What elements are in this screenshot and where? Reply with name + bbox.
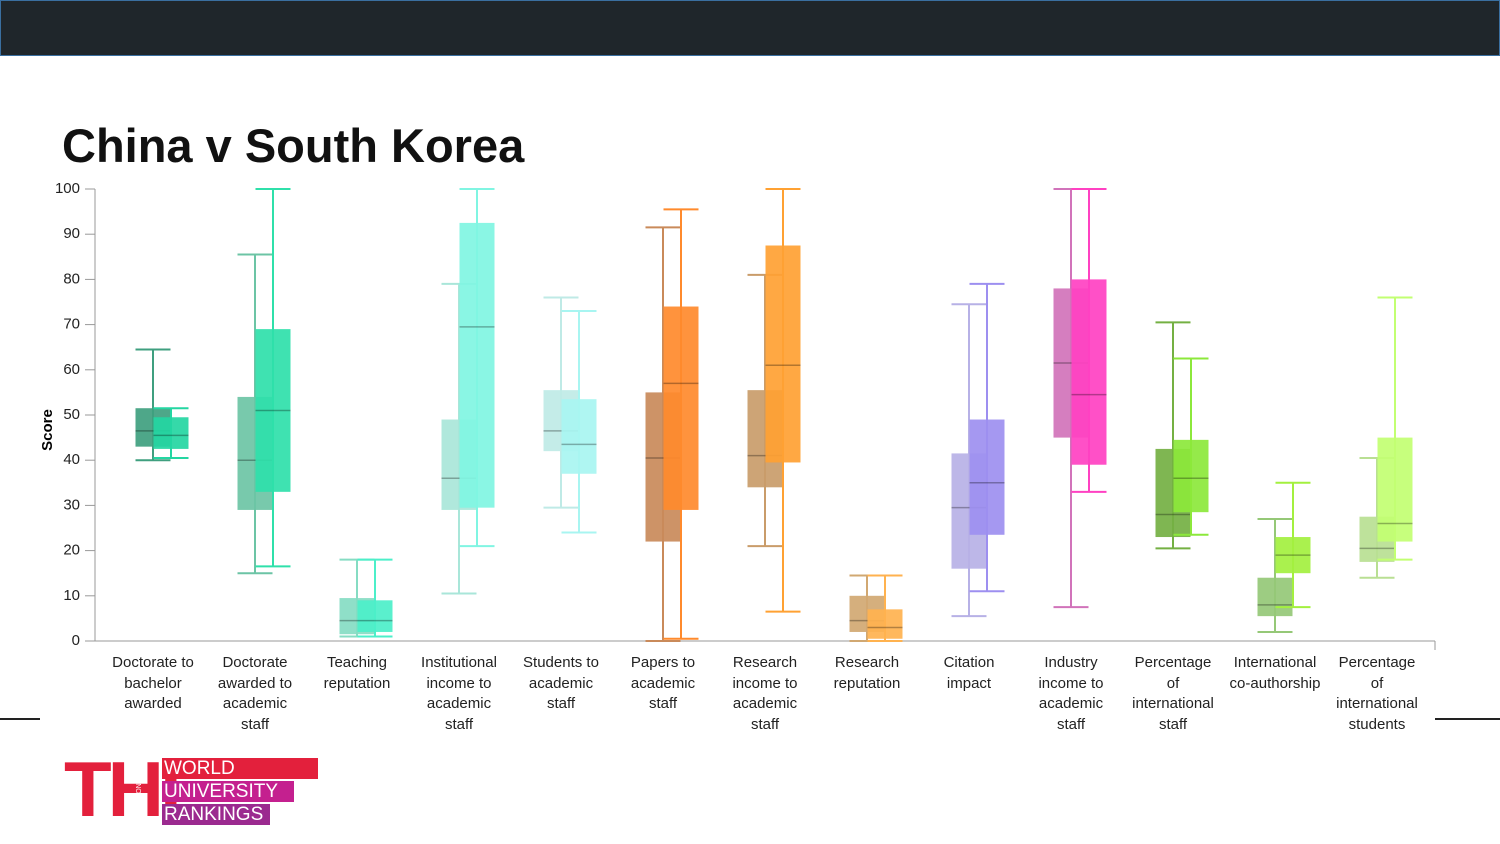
rule-right — [1435, 718, 1500, 720]
box — [1173, 439, 1209, 513]
x-tick-label: Percentage of international students — [1336, 654, 1418, 733]
y-tick-label: 90 — [63, 225, 80, 242]
y-tick-label: 40 — [63, 451, 80, 468]
x-tick-label: Papers to academic staff — [630, 654, 696, 712]
logo-line: UNIVERSITY — [162, 781, 294, 802]
logo-small: TIMES — [66, 794, 73, 816]
box — [867, 609, 903, 639]
y-tick-label: 30 — [63, 496, 80, 513]
header-bar — [0, 0, 1500, 56]
slide-title: China v South Korea — [62, 119, 525, 172]
box — [1257, 577, 1293, 617]
box — [1071, 279, 1107, 465]
box — [561, 399, 597, 474]
box — [357, 600, 393, 632]
box — [255, 329, 291, 492]
logo: THE TIMES HIGHER EDUCATION WORLD UNIVERS… — [64, 745, 324, 833]
box — [1275, 537, 1311, 574]
logo-line: RANKINGS — [162, 804, 270, 825]
y-tick-label: 100 — [55, 180, 80, 197]
y-tick-label: 0 — [72, 632, 80, 649]
y-tick-label: 60 — [63, 361, 80, 378]
x-tick-label: Citation impact — [943, 654, 995, 692]
logo-small: EDUCATION — [136, 783, 143, 824]
y-tick-label: 70 — [63, 316, 80, 333]
x-tick-label: Institutional income to academic staff — [421, 654, 497, 733]
rule-left — [0, 718, 40, 720]
box — [765, 245, 801, 463]
x-tick-label: International co-authorship — [1229, 654, 1321, 692]
box — [663, 306, 699, 510]
y-tick-label: 50 — [63, 406, 80, 423]
x-tick-label: Doctorate awarded to academic staff — [217, 654, 293, 733]
y-tick-label: 80 — [63, 270, 80, 287]
logo-small: HIGHER — [100, 792, 107, 820]
x-tick-label: Research income to academic staff — [732, 654, 798, 733]
x-tick-label: Percentage of international staff — [1132, 654, 1214, 733]
box — [969, 419, 1005, 535]
y-tick-label: 20 — [63, 542, 80, 559]
y-tick-label: 10 — [63, 587, 80, 604]
y-axis-label: Score — [39, 409, 56, 451]
box — [459, 222, 495, 508]
logo-line: WORLD — [162, 758, 318, 779]
x-tick-label: Research reputation — [833, 654, 901, 692]
x-tick-label: Doctorate to bachelor awarded — [112, 654, 194, 712]
x-tick-label: Students to academic staff — [523, 654, 599, 712]
x-tick-label: Teaching reputation — [323, 654, 391, 692]
box — [153, 417, 189, 449]
x-tick-label: Industry income to academic staff — [1038, 654, 1104, 733]
box — [1377, 437, 1413, 542]
